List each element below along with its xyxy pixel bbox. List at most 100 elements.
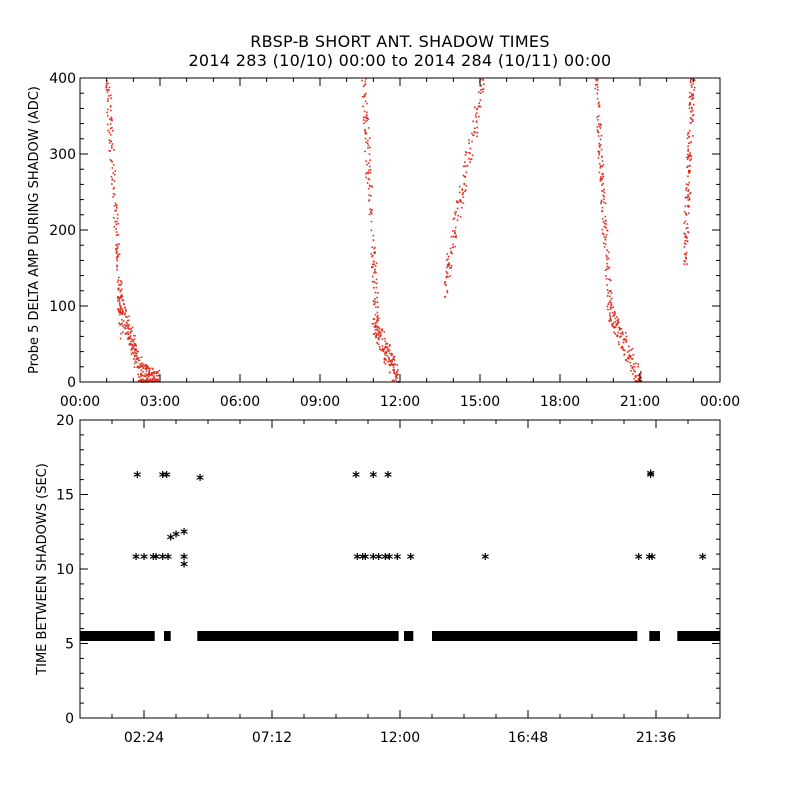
data-point [446,290,449,292]
data-point [391,353,394,356]
data-point [454,226,457,229]
data-point [148,375,150,378]
data-point [462,174,465,177]
data-point [633,366,636,368]
data-point [106,115,109,117]
data-point [140,356,143,358]
data-point [374,265,377,267]
data-point [374,246,376,249]
data-point [689,169,691,172]
data-point [634,370,637,373]
top-panel: 0 100 200 300 400 00:00 03:00 06:00 09:00 12:00 15… [27,71,740,410]
data-point [367,171,370,174]
data-point [105,82,108,85]
data-point [386,354,388,357]
data-point [454,212,456,214]
data-point [465,185,468,187]
data-point [124,324,126,326]
x-tick-label: 12:00 [380,394,420,410]
data-point [132,352,135,355]
data-point [118,300,121,303]
data-point [109,105,112,107]
data-point [129,331,132,333]
data-point [367,144,370,147]
data-point [366,114,368,116]
data-point [632,368,635,371]
data-point [472,134,474,137]
data-point [384,353,386,356]
data-point [683,263,686,265]
data-point [383,331,385,333]
data-point [377,319,379,322]
data-point [381,347,384,350]
data-point [125,325,128,327]
data-point [693,86,696,89]
data-point [376,296,378,299]
data-point [597,78,599,81]
data-point [155,375,158,377]
data-point [602,201,605,203]
data-point [381,345,384,347]
data-point [386,342,388,345]
data-point [376,311,379,314]
data-point [109,123,112,125]
data-point [465,171,468,174]
data-point [366,117,369,119]
data-point [372,333,375,335]
data-point [110,116,113,119]
data-point [156,380,158,383]
data-point [117,295,119,298]
data-point [364,80,367,83]
data-point [119,290,121,293]
data-point [110,176,113,178]
data-point [468,142,470,144]
data-point [461,188,463,190]
data-point [630,349,632,351]
data-point [598,144,601,147]
data-point [395,373,397,376]
data-point [393,369,395,372]
data-point [119,313,121,316]
data-point [444,295,447,298]
data-point [394,359,396,361]
data-point [445,270,448,273]
data-point [687,145,689,147]
data-point [608,301,610,304]
data-point [620,332,623,335]
data-point [374,322,377,324]
data-point [118,298,121,301]
data-point [689,159,691,161]
data-point [143,375,145,377]
data-point [617,318,620,320]
data-point [366,119,368,122]
data-point [396,364,399,366]
data-point: * [132,550,140,568]
data-point [114,173,116,176]
data-point [121,312,124,314]
data-point [116,257,118,260]
data-point [367,177,370,180]
data-point [142,367,145,370]
baseline-band [432,631,638,641]
data-point [617,341,620,343]
data-point [106,91,109,93]
data-point [599,123,601,125]
data-point [365,176,367,179]
data-point [124,313,126,316]
data-point [686,196,689,199]
data-point [594,78,597,80]
data-point [374,325,377,327]
data-point [131,351,134,354]
data-point [687,195,689,198]
data-point [119,307,122,309]
data-point: * [180,550,188,568]
data-point [374,281,376,284]
data-point [454,236,456,238]
data-point [105,84,108,86]
data-point [130,342,132,345]
data-point [370,210,372,213]
data-point [371,280,374,283]
data-point [606,268,608,270]
data-point [378,327,381,330]
data-point [690,158,692,160]
